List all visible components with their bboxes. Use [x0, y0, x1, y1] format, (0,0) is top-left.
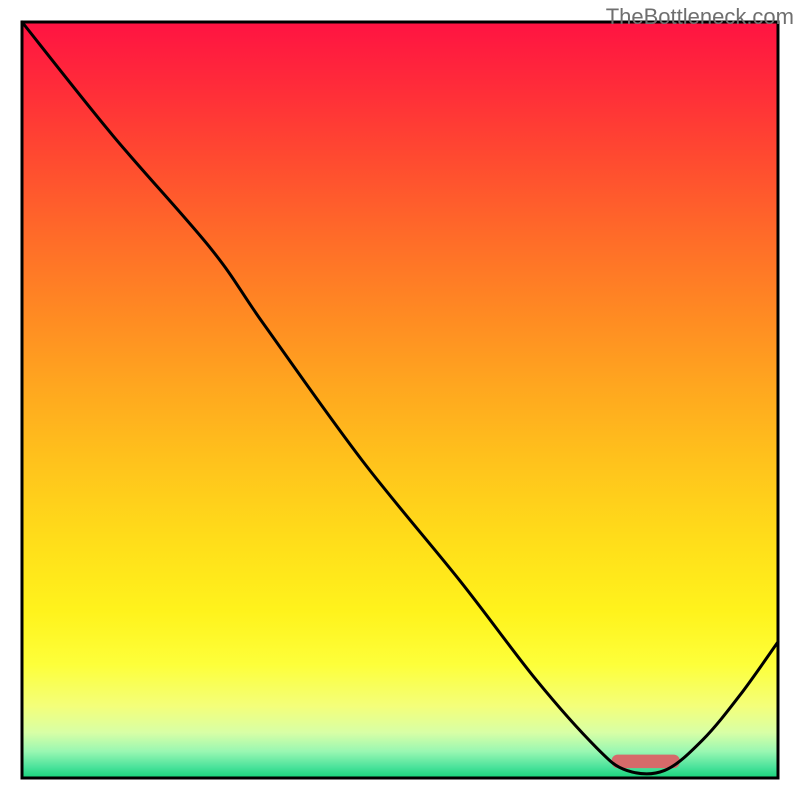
chart-svg [0, 0, 800, 800]
watermark-text: TheBottleneck.com [606, 4, 794, 30]
gradient-background [22, 22, 778, 778]
recommended-range-marker [612, 755, 680, 769]
chart-stage: TheBottleneck.com [0, 0, 800, 800]
